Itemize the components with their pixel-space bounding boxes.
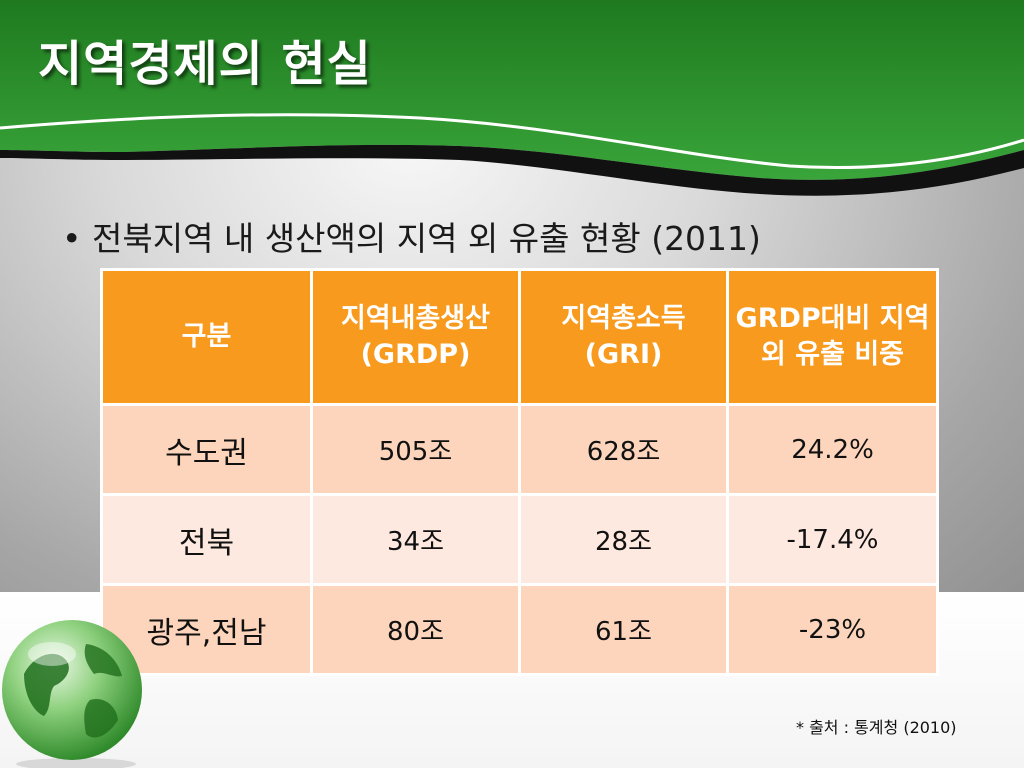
header-category: 구분 — [100, 268, 313, 406]
table-row: 수도권 505조 628조 24.2% — [100, 403, 939, 496]
slide-title: 지역경제의 현실 — [38, 36, 372, 92]
header-gri: 지역총소득(GRI) — [518, 268, 729, 406]
cell-gri: 628조 — [518, 403, 729, 496]
cell-ratio: -23% — [726, 583, 939, 676]
table-row: 광주,전남 80조 61조 -23% — [100, 583, 939, 676]
header-banner — [0, 0, 1024, 196]
header-outflow-ratio: GRDP대비 지역 외 유출 비중 — [726, 268, 939, 406]
header-black-stripe — [0, 144, 1024, 196]
header-green-wave — [0, 0, 1024, 180]
row-label: 전북 — [100, 493, 313, 586]
cell-ratio: 24.2% — [726, 403, 939, 496]
bullet-text: 전북지역 내 생산액의 지역 외 유출 현황 (2011) — [92, 219, 761, 258]
row-label: 수도권 — [100, 403, 313, 496]
source-note: * 출처 : 통계청 (2010) — [796, 718, 957, 737]
outflow-table: 구분 지역내총생산(GRDP) 지역총소득(GRI) GRDP대비 지역 외 유… — [100, 268, 939, 676]
bullet-dot: • — [62, 219, 82, 258]
cell-ratio: -17.4% — [726, 493, 939, 586]
cell-grdp: 80조 — [310, 583, 521, 676]
cell-gri: 28조 — [518, 493, 729, 586]
globe-icon — [2, 620, 142, 768]
table-header-row: 구분 지역내총생산(GRDP) 지역총소득(GRI) GRDP대비 지역 외 유… — [100, 268, 939, 406]
table-row: 전북 34조 28조 -17.4% — [100, 493, 939, 586]
cell-grdp: 505조 — [310, 403, 521, 496]
cell-gri: 61조 — [518, 583, 729, 676]
cell-grdp: 34조 — [310, 493, 521, 586]
header-grdp: 지역내총생산(GRDP) — [310, 268, 521, 406]
header-white-line — [0, 113, 1024, 170]
bullet-item: • 전북지역 내 생산액의 지역 외 유출 현황 (2011) — [62, 212, 761, 260]
